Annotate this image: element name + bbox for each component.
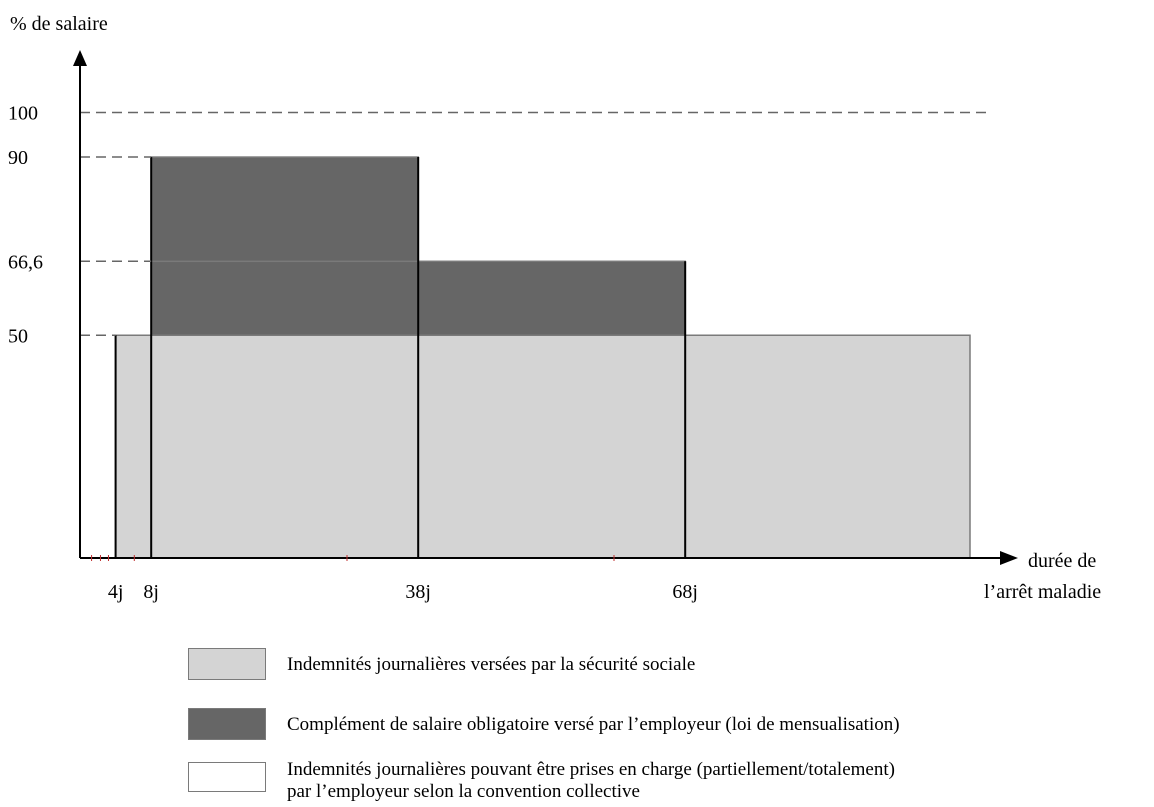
x-axis-label: durée de l’arrêt maladie bbox=[984, 550, 1101, 603]
legend-swatch-dark bbox=[188, 708, 266, 740]
bars-layer bbox=[114, 156, 971, 559]
x-tick-label: 38j bbox=[405, 581, 431, 603]
y-axis-arrow bbox=[73, 50, 87, 66]
y-tick-label: 100 bbox=[8, 103, 38, 125]
legend-swatch-light bbox=[188, 648, 266, 680]
bar-complement-employeur bbox=[150, 260, 419, 336]
bar-complement-employeur bbox=[417, 260, 686, 336]
bar-complement-employeur bbox=[150, 156, 419, 263]
y-tick-label: 66,6 bbox=[8, 251, 43, 273]
y-axis-label: % de salaire bbox=[10, 13, 108, 35]
y-tick-label: 90 bbox=[8, 147, 28, 169]
bar-securite-sociale bbox=[417, 334, 686, 559]
x-tick-label: 8j bbox=[143, 581, 159, 603]
x-axis-label-line: durée de bbox=[1028, 550, 1096, 572]
legend-swatch-white bbox=[188, 762, 266, 792]
legend-item-complement-employeur: Complément de salaire obligatoire versé … bbox=[188, 708, 900, 740]
x-tick-label: 4j bbox=[108, 581, 124, 603]
x-axis-arrow bbox=[1000, 551, 1018, 565]
chart: 100 90 66,6 50 4j 8j 38j 68j % de salaire durée d… bbox=[8, 13, 1101, 603]
bar-securite-sociale bbox=[150, 334, 419, 559]
labels-layer: 100 90 66,6 50 4j 8j 38j 68j % de salaire durée d… bbox=[8, 13, 1101, 603]
legend-item-securite-sociale: Indemnités journalières versées par la s… bbox=[188, 648, 695, 680]
x-axis-label-line: l’arrêt maladie bbox=[984, 581, 1101, 603]
legend-label-line: Indemnités journalières versées par la s… bbox=[287, 654, 696, 675]
y-tick-label: 50 bbox=[8, 325, 28, 347]
legend-label-line: Complément de salaire obligatoire versé … bbox=[287, 714, 900, 735]
bar-securite-sociale bbox=[114, 334, 152, 559]
axes-layer bbox=[73, 50, 1018, 565]
legend-label: Indemnités journalières pouvant être pri… bbox=[287, 759, 895, 803]
x-tick-label: 68j bbox=[672, 581, 698, 603]
bar-securite-sociale bbox=[684, 334, 971, 559]
legend-label: Complément de salaire obligatoire versé … bbox=[287, 714, 900, 736]
grid-layer bbox=[80, 111, 990, 336]
legend-label: Indemnités journalières versées par la s… bbox=[287, 654, 695, 676]
legend-label-line: Indemnités journalières pouvant être pri… bbox=[287, 759, 895, 780]
legend-label-line: par l’employeur selon la convention coll… bbox=[287, 781, 640, 802]
legend-item-convention-collective: Indemnités journalières pouvant être pri… bbox=[188, 759, 895, 803]
